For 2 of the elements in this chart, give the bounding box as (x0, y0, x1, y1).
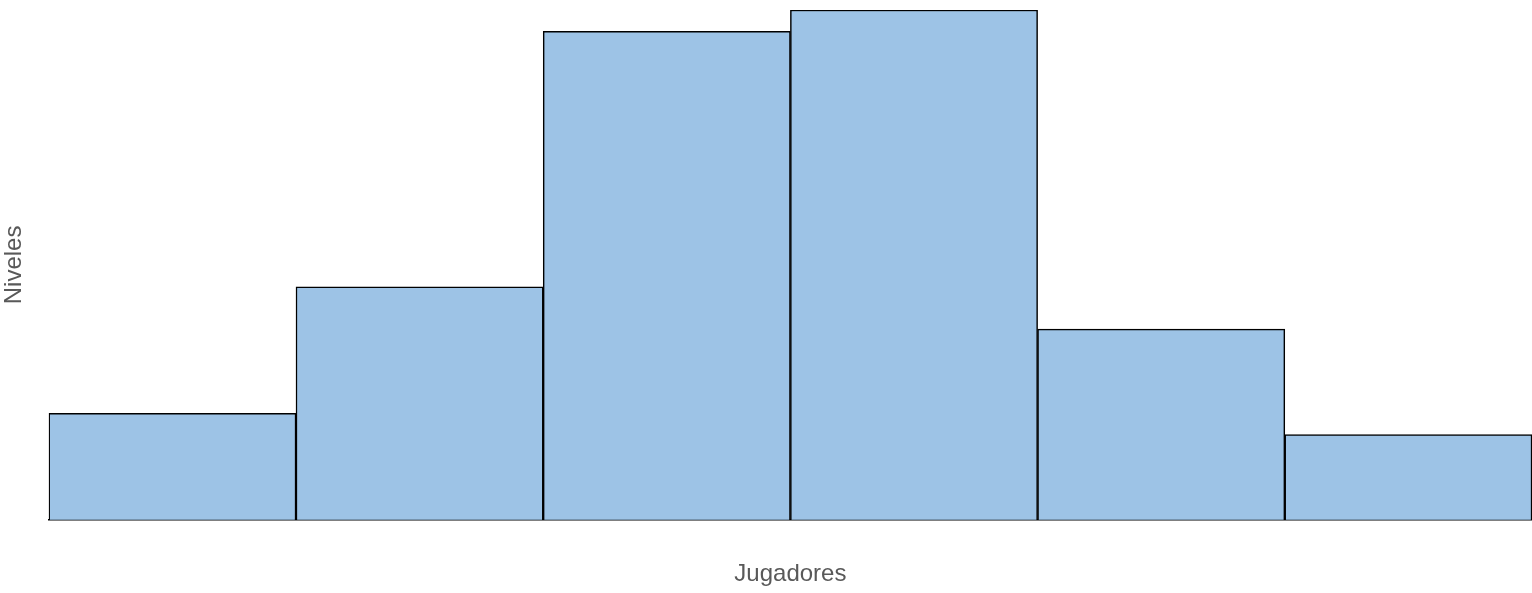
x-axis-title: Jugadores (734, 559, 847, 587)
y-axis-title: Niveles (0, 225, 27, 305)
